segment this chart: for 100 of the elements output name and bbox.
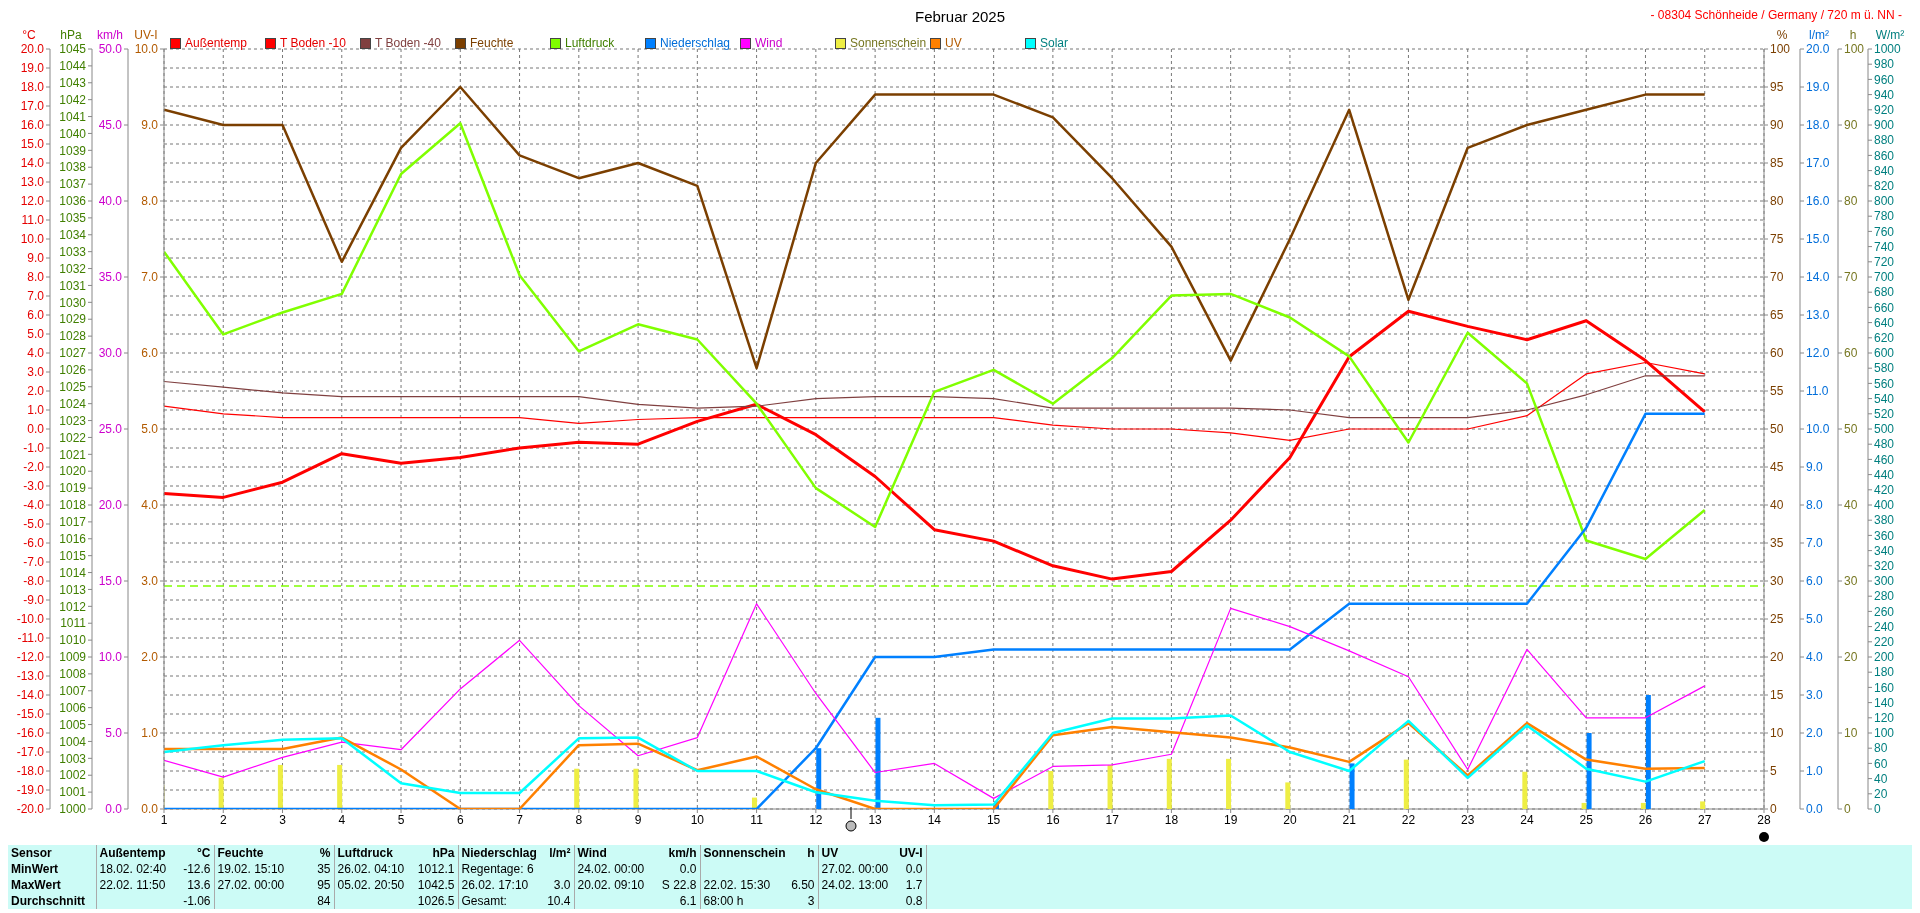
y-tick-label: 19.0 bbox=[20, 61, 45, 76]
y2-tick-label: 75 bbox=[1770, 232, 1784, 247]
y-tick-label: 3.0 bbox=[141, 574, 159, 589]
y3-tick-label: 1009 bbox=[59, 650, 87, 665]
y3-tick-label: 1030 bbox=[59, 295, 87, 310]
y3-tick-label: 1000 bbox=[59, 802, 87, 817]
y3-tick-label: 90 bbox=[1844, 118, 1858, 133]
y2-tick-label: 460 bbox=[1874, 452, 1895, 467]
text: 27.02. 00:00 bbox=[216, 877, 286, 893]
x-tick-label: 6 bbox=[456, 812, 464, 827]
legend-label: Luftdruck bbox=[565, 36, 615, 50]
y2-tick-label: 540 bbox=[1874, 391, 1895, 406]
y3-tick-label: 1041 bbox=[59, 109, 87, 124]
text: h bbox=[807, 846, 815, 860]
y2-tick-label: 300 bbox=[1874, 574, 1895, 589]
y-tick-label: 6.0 bbox=[27, 308, 45, 323]
y3-tick-label: 1019 bbox=[59, 481, 87, 496]
y-tick-label: -18.0 bbox=[16, 764, 45, 779]
x-tick-label: 4 bbox=[338, 812, 346, 827]
text: 22.02. 15:30 bbox=[702, 877, 772, 893]
y3-tick-label: 1003 bbox=[59, 751, 87, 766]
y2-tick-label: 660 bbox=[1874, 300, 1895, 315]
x-tick-label: 25 bbox=[1579, 812, 1594, 827]
y3-tick-label: 1024 bbox=[59, 396, 87, 411]
y3-tick-label: 1021 bbox=[59, 447, 87, 462]
text: 6.1 bbox=[658, 893, 700, 909]
y2-tick-label: 20 bbox=[1874, 787, 1888, 802]
y2-tick-label: 440 bbox=[1874, 467, 1895, 482]
y2-tick-label: 600 bbox=[1874, 346, 1895, 361]
y-tick-label: 6.0 bbox=[141, 346, 159, 361]
y2-tick-label: 560 bbox=[1874, 376, 1895, 391]
y-tick-label: 20.0 bbox=[20, 42, 45, 57]
y-tick-label: 13.0 bbox=[20, 175, 45, 190]
y2-tick-label: 480 bbox=[1874, 437, 1895, 452]
y3-tick-label: 1004 bbox=[59, 734, 87, 749]
y2-tick-label: 380 bbox=[1874, 513, 1895, 528]
y2-tick-label: 40.0 bbox=[98, 194, 123, 209]
x-tick-label: 20 bbox=[1283, 812, 1297, 827]
text: Außentemp bbox=[98, 845, 167, 861]
text: 13.6 bbox=[174, 877, 214, 893]
y-tick-label: 5.0 bbox=[1806, 612, 1824, 627]
y-tick-label: 11.0 bbox=[21, 213, 45, 228]
y2-tick-label: 30.0 bbox=[98, 346, 123, 361]
text: 0.8 bbox=[894, 893, 926, 909]
y3-tick-label: 1013 bbox=[59, 582, 87, 597]
legend-label: Sonnenschein bbox=[850, 36, 927, 50]
y3-tick-label: 80 bbox=[1844, 194, 1858, 209]
x-tick-label: 11 bbox=[750, 812, 764, 827]
y-tick-label: -12.0 bbox=[16, 650, 45, 665]
y-tick-label: 12.0 bbox=[20, 194, 45, 209]
y2-tick-label: 35.0 bbox=[98, 270, 123, 285]
text: 24.02. 13:00 bbox=[820, 877, 890, 893]
x-tick-label: 7 bbox=[516, 812, 524, 827]
y-tick-label: -20.0 bbox=[16, 802, 45, 817]
y-tick-label: 10.0 bbox=[1806, 422, 1830, 437]
x-tick-label: 8 bbox=[575, 812, 583, 827]
y2-tick-label: 0 bbox=[1874, 802, 1881, 817]
y2-tick-label: 25 bbox=[1770, 612, 1784, 627]
text: 84 bbox=[292, 893, 334, 909]
y2-tick-label: 720 bbox=[1874, 255, 1895, 270]
text: Feuchte bbox=[216, 845, 265, 861]
text: l/m² bbox=[549, 846, 571, 860]
y-tick-label: 4.0 bbox=[27, 346, 45, 361]
legend-label: Wind bbox=[755, 36, 783, 50]
text: 1026.5 bbox=[412, 893, 458, 909]
y-tick-label: 10.0 bbox=[134, 42, 159, 57]
x-tick-label: 3 bbox=[279, 812, 287, 827]
y2-tick-label: 320 bbox=[1874, 559, 1895, 574]
y2-tick-label: 60 bbox=[1770, 346, 1784, 361]
y-tick-label: 0.0 bbox=[1806, 802, 1824, 817]
text: 1042.5 bbox=[412, 877, 458, 893]
y2-tick-label: 580 bbox=[1874, 361, 1895, 376]
y2-tick-label: 920 bbox=[1874, 103, 1895, 118]
y3-axis-title: h bbox=[1849, 28, 1857, 42]
y-tick-label: 0.0 bbox=[27, 422, 45, 437]
text: Durchschnitt bbox=[8, 893, 96, 909]
y2-tick-label: 680 bbox=[1874, 285, 1895, 300]
y-tick-label: 5.0 bbox=[27, 327, 45, 342]
text: UV-I bbox=[894, 845, 926, 861]
y2-tick-label: 60 bbox=[1874, 756, 1888, 771]
y3-tick-label: 1034 bbox=[59, 228, 87, 243]
text: Regentage: 6 bbox=[460, 861, 534, 877]
y-axis-title: UV-I bbox=[134, 28, 158, 42]
text: 95 bbox=[292, 877, 334, 893]
y-tick-label: -10.0 bbox=[16, 612, 45, 627]
y2-tick-label: 65 bbox=[1770, 308, 1784, 323]
y2-tick-label: 620 bbox=[1874, 331, 1895, 346]
y3-tick-label: 1002 bbox=[59, 768, 87, 783]
y3-tick-label: 1031 bbox=[59, 278, 87, 293]
y-tick-label: -11.0 bbox=[17, 631, 45, 646]
y2-tick-label: 400 bbox=[1874, 498, 1895, 513]
x-tick-label: 17 bbox=[1105, 812, 1120, 827]
y-tick-label: 16.0 bbox=[20, 118, 45, 133]
y2-tick-label: 760 bbox=[1874, 224, 1895, 239]
text: 24.02. 00:00 bbox=[576, 861, 646, 877]
y2-tick-label: 700 bbox=[1874, 270, 1895, 285]
y2-tick-label: 200 bbox=[1874, 650, 1895, 665]
y3-tick-label: 50 bbox=[1844, 422, 1858, 437]
y-tick-label: 7.0 bbox=[141, 270, 159, 285]
y-tick-label: -14.0 bbox=[16, 688, 45, 703]
